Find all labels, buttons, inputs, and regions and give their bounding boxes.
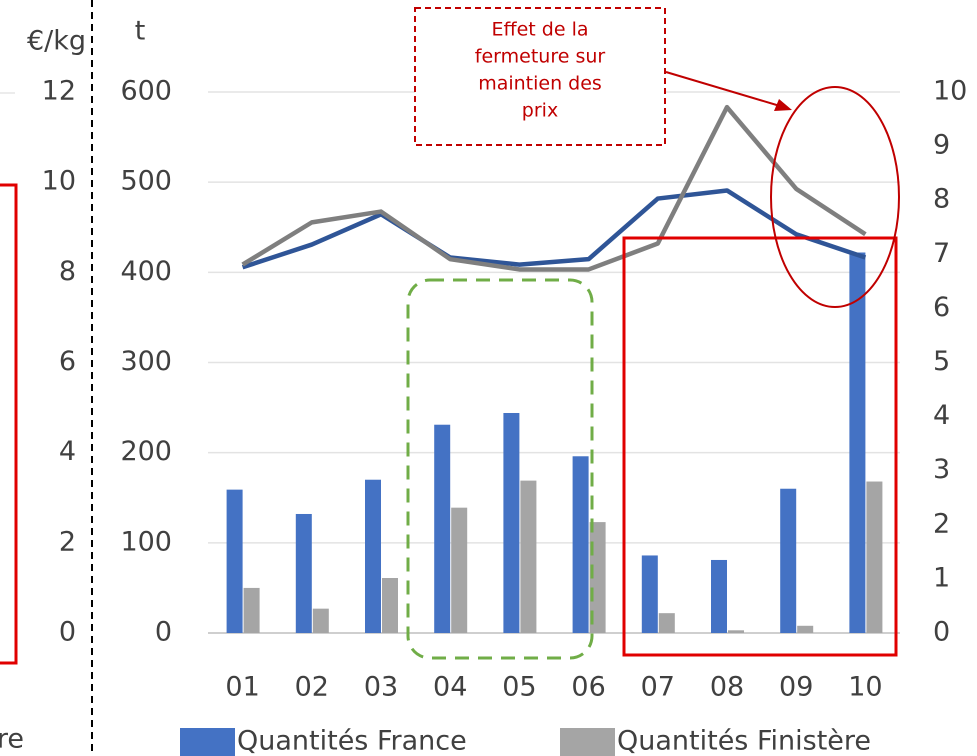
bar <box>780 488 797 633</box>
y-label: t <box>135 16 146 47</box>
bar <box>641 555 658 633</box>
y2-tick-label: 9 <box>933 130 950 161</box>
y-tick-label: 600 <box>120 76 172 107</box>
highlight-red <box>622 236 898 657</box>
x-tick-label: 05 <box>502 672 536 703</box>
annotation-text: fermeture sur <box>475 46 606 68</box>
legend-fragment: re <box>0 724 24 755</box>
x-tick-label: 04 <box>433 672 467 703</box>
left-y-tick-label: 4 <box>59 436 76 467</box>
y2-tick-label: 3 <box>933 454 950 485</box>
bar <box>849 252 866 633</box>
x-tick-label: 07 <box>641 672 675 703</box>
y-tick-label: 200 <box>120 436 172 467</box>
bar <box>589 522 606 633</box>
y2-tick-label: 6 <box>933 292 950 323</box>
bar <box>243 587 260 633</box>
bar <box>503 412 520 633</box>
legend-swatch <box>560 728 615 756</box>
left-highlight <box>0 183 18 665</box>
y-tick-label: 0 <box>155 617 172 648</box>
left-y-tick-label: 0 <box>59 617 76 648</box>
legend-label: Quantités Finistère <box>617 726 871 756</box>
annotation-text: Effet de la <box>492 19 589 41</box>
bar <box>365 479 381 633</box>
arrow-head <box>774 99 792 111</box>
y2-tick-label: 4 <box>933 400 950 431</box>
bar <box>382 577 398 633</box>
y2-tick-label: 8 <box>933 184 950 215</box>
highlight-ellipse <box>770 86 900 308</box>
annotation-text: prix <box>522 100 558 122</box>
y2-tick-label: 1 <box>933 562 950 593</box>
y-tick-label: 300 <box>120 346 172 377</box>
left-y-tick-label: 10 <box>42 166 76 197</box>
y2-tick-label: 7 <box>933 238 950 269</box>
left-y-tick-label: 12 <box>42 76 76 107</box>
x-tick-label: 06 <box>571 672 605 703</box>
bar <box>728 630 744 633</box>
y-tick-label: 500 <box>120 166 172 197</box>
line <box>241 104 867 272</box>
x-tick-label: 03 <box>364 672 398 703</box>
bar <box>658 613 675 633</box>
left-y-tick-label: 8 <box>59 256 76 287</box>
bar <box>866 481 883 633</box>
annotation-text: maintien des <box>478 73 602 95</box>
x-tick-label: 02 <box>295 672 329 703</box>
bar <box>520 480 537 633</box>
y-tick-label: 400 <box>120 256 172 287</box>
left-y-tick-label: 2 <box>59 526 76 557</box>
y2-tick-label: 0 <box>933 617 950 648</box>
bar <box>572 456 589 633</box>
bar <box>226 489 243 633</box>
bar <box>295 513 312 633</box>
x-tick-label: 10 <box>848 672 882 703</box>
bar <box>797 625 814 633</box>
y2-tick-label: 10 <box>933 76 967 107</box>
left-y-tick-label: 6 <box>59 346 76 377</box>
y2-tick-label: 5 <box>933 346 950 377</box>
bar <box>434 424 451 633</box>
y2-tick-label: 2 <box>933 508 950 539</box>
legend-swatch <box>180 728 235 756</box>
left-y-label: €/kg <box>27 26 86 57</box>
bar <box>312 608 329 633</box>
bar <box>451 507 468 633</box>
x-tick-label: 01 <box>225 672 259 703</box>
x-tick-label: 09 <box>779 672 813 703</box>
y-tick-label: 100 <box>120 526 172 557</box>
annotation-arrow <box>665 71 781 107</box>
legend-label: Quantités France <box>237 726 467 756</box>
x-tick-label: 08 <box>710 672 744 703</box>
annotation-box <box>414 7 666 146</box>
line <box>241 188 867 270</box>
bar <box>711 559 727 633</box>
highlight-green <box>406 278 594 660</box>
